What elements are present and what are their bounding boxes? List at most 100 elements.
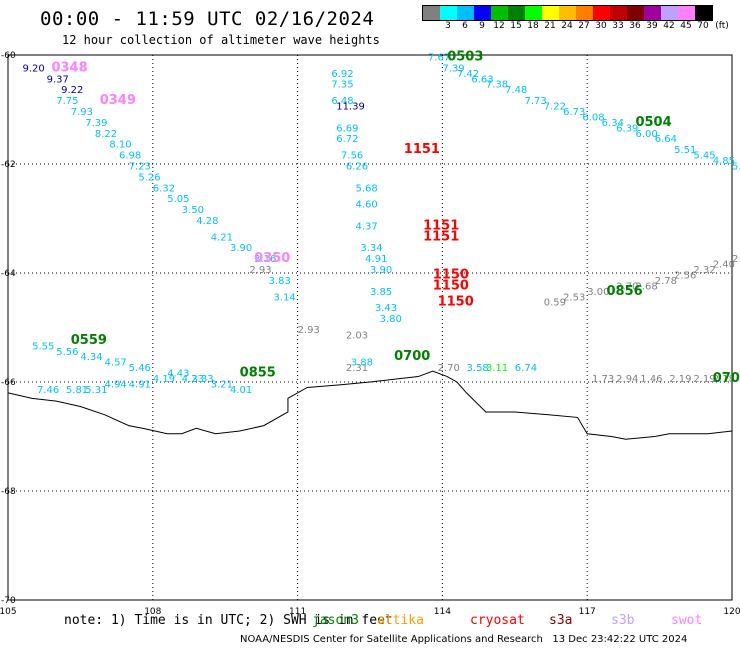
swh-value: 7.39	[85, 118, 107, 129]
swh-value: 1.46	[640, 374, 662, 385]
swh-value: 5.51	[674, 145, 696, 156]
swh-value: 6.08	[582, 112, 604, 123]
swh-value: 7.75	[56, 96, 78, 107]
swh-value: 3.43	[375, 303, 397, 314]
swh-value: 6.98	[119, 151, 141, 162]
colorbar-swatch	[474, 6, 491, 20]
swh-value: 5.56	[56, 347, 78, 358]
swh-value: 11.39	[336, 102, 365, 113]
colorbar-swatch	[423, 6, 440, 20]
swh-value: 6.26	[346, 161, 368, 172]
swh-value: 2.68	[635, 281, 657, 292]
swh-value: 6.34	[602, 118, 624, 129]
swh-value: 2.32	[693, 265, 715, 276]
pass-time-label: 0503	[447, 49, 483, 64]
y-tick-label: -70	[1, 596, 16, 606]
swh-value: 9.22	[61, 85, 83, 96]
satellite-legend-item: swot	[671, 613, 703, 628]
pass-time-label: 0701	[713, 371, 740, 386]
swh-value: 7.39	[442, 63, 464, 74]
swh-value: 7.67	[428, 52, 450, 63]
pass-time-label: 1150	[433, 278, 469, 293]
colorbar-swatch	[542, 6, 559, 20]
swh-value: 2.40	[713, 260, 735, 271]
swh-value: 4.94	[105, 379, 127, 390]
colorbar-swatch	[695, 6, 712, 20]
swh-value: 2.18	[713, 374, 735, 385]
pass-time-label: 0504	[635, 115, 671, 130]
y-tick-label: -64	[1, 269, 16, 279]
swh-value: 1.73	[592, 374, 614, 385]
colorbar-label: 27	[578, 21, 590, 31]
swh-value: 3.00	[587, 287, 609, 298]
swh-value: 6.48	[331, 96, 353, 107]
swh-value: 2.31	[346, 363, 368, 374]
swh-value: 6.32	[153, 183, 175, 194]
swh-value: 4.37	[356, 221, 378, 232]
swh-value: 8.22	[95, 129, 117, 140]
swh-value: 3.14	[273, 292, 295, 303]
swh-value: 6.00	[635, 129, 657, 140]
swh-value: 8.10	[109, 140, 131, 151]
colorbar-swatch	[627, 6, 644, 20]
y-tick-label: -66	[1, 378, 16, 388]
colorbar-label: 36	[629, 21, 641, 31]
swh-value: 7.22	[544, 102, 566, 113]
satellite-legend-item: jason3	[312, 613, 359, 628]
colorbar-label: 18	[527, 21, 539, 31]
satellite-legend-item: s3b	[611, 613, 635, 628]
swh-value: 2.70	[438, 363, 460, 374]
colorbar-swatch	[559, 6, 576, 20]
colorbar-label: 39	[646, 21, 658, 31]
swh-value: 6.63	[471, 74, 493, 85]
swh-value: 2.94	[616, 374, 638, 385]
colorbar-unit: (ft)	[715, 21, 729, 31]
colorbar-label: 21	[544, 21, 556, 31]
colorbar-swatch	[593, 6, 610, 20]
swh-value: 5.68	[356, 183, 378, 194]
swh-value: 2.19	[669, 374, 691, 385]
swh-value: 6.73	[563, 107, 585, 118]
colorbar-swatch	[491, 6, 508, 20]
colorbar-swatch	[644, 6, 661, 20]
pass-time-label: 0349	[100, 93, 136, 108]
colorbar-label: 30	[595, 21, 607, 31]
pass-time-label: 1150	[438, 295, 474, 310]
swh-value: 4.43	[167, 369, 189, 380]
colorbar-label: 24	[561, 21, 573, 31]
swh-value: 3.21	[211, 379, 233, 390]
pass-time-label: 1151	[404, 142, 440, 157]
colorbar-label: 42	[663, 21, 675, 31]
swh-value: 2.70	[616, 281, 638, 292]
swh-value: 6.92	[331, 69, 353, 80]
pass-time-label: 0855	[240, 366, 276, 381]
swh-value: 6.69	[336, 123, 358, 134]
x-tick-label: 111	[289, 607, 306, 617]
colorbar-label: 6	[462, 21, 468, 31]
swh-value: 7.48	[505, 85, 527, 96]
satellite-legend-item: altika	[377, 613, 424, 628]
swh-value: 2.56	[674, 270, 696, 281]
x-tick-label: 117	[579, 607, 596, 617]
swh-value: 7.93	[71, 107, 93, 118]
swh-value: 2.94	[732, 254, 740, 265]
coastline	[7, 370, 733, 440]
pass-time-label: 0559	[71, 333, 107, 348]
swh-value: 3.85	[370, 287, 392, 298]
pass-time-label: 0700	[394, 349, 430, 364]
swh-value: 3.88	[351, 358, 373, 369]
swh-value: 2.19	[693, 374, 715, 385]
swh-value: 7.73	[524, 96, 546, 107]
swh-value: 9.20	[22, 63, 44, 74]
colorbar-swatch	[440, 6, 457, 20]
swh-value: 5.46	[129, 363, 151, 374]
swh-value: 4.21	[211, 232, 233, 243]
swh-value: 3.16	[254, 254, 276, 265]
swh-value: 6.72	[336, 134, 358, 145]
x-tick-label: 114	[434, 607, 451, 617]
swh-value: 3.58	[467, 363, 489, 374]
swh-value: 2.93	[298, 325, 320, 336]
pass-time-label: 0348	[51, 60, 87, 75]
swh-value: 5.45	[693, 151, 715, 162]
page-title: 00:00 - 11:59 UTC 02/16/2024	[40, 8, 375, 30]
